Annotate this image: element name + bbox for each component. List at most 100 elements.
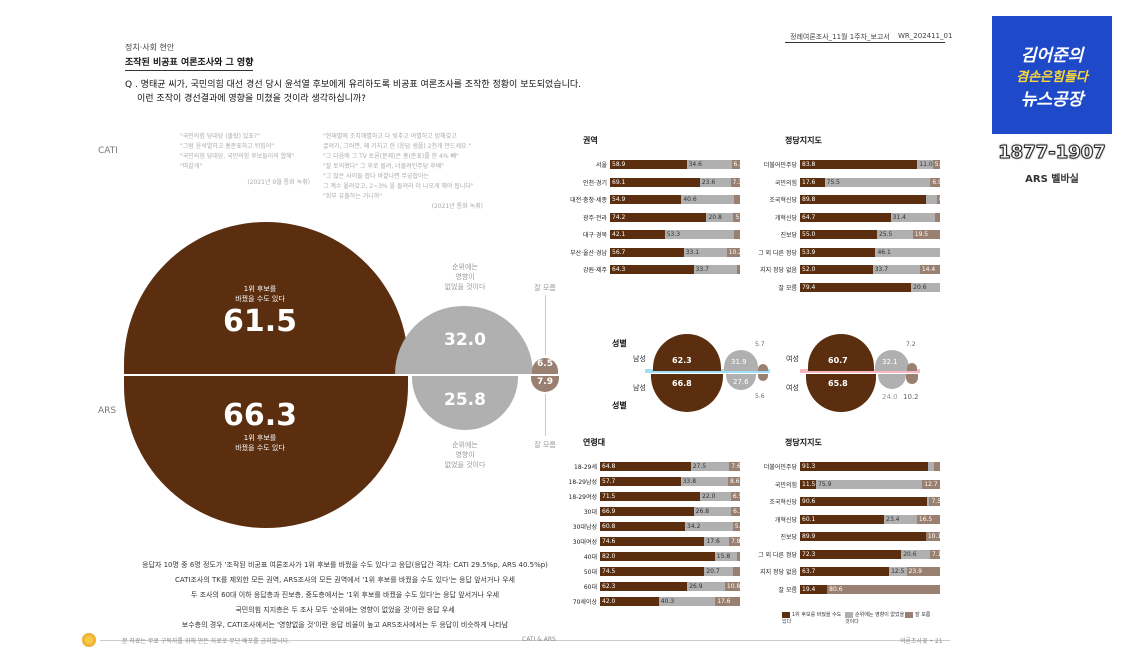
bar-segment: [734, 230, 740, 239]
quote-left-line: "국민의힘 당대당, 국민의힘 후보들이의 합해": [180, 153, 295, 160]
bar-row: 60대 62.3 26.9 10.8: [555, 582, 740, 591]
bar-segment: 60.1: [800, 514, 885, 524]
bar-category-label: 광주·전라: [583, 214, 607, 222]
male-cati-semicircle: [653, 334, 721, 371]
stacked-bar: 89.8 8.1: [800, 195, 940, 204]
stacked-bar: 72.3 20.6 7.1: [800, 549, 940, 559]
cati-mid-note: 순위에는 영향이 없었을 것이다: [425, 262, 505, 292]
quote-left: "국민의힘 당대당 (몰랐) 있죠?" "그럼 윤석열하고 홍준표하고 뒤집어"…: [180, 132, 310, 188]
stacked-bar: 19.4 80.6: [800, 584, 940, 594]
female-ars-small-value: 10.2: [903, 393, 919, 401]
bar-segment: 74.5: [600, 567, 705, 576]
female-ars-small: [906, 374, 918, 384]
stacked-bar: 69.123.67.3: [610, 177, 740, 187]
bar-segment: 7.5: [929, 497, 940, 506]
bar-segment: 20.6: [911, 282, 940, 292]
bar-segment: 19.5: [912, 230, 940, 239]
bar-segment: 58.9: [610, 160, 687, 169]
bar-row: 진보당 89.9 10.1: [745, 532, 940, 541]
male-divider-glow: [645, 369, 770, 373]
bar-row: 더불어민주당 91.3: [745, 462, 940, 471]
summary-line: 두 조사의 60대 이하 응답층과 진보층, 중도층에서는 '1위 후보를 바꿨…: [190, 591, 500, 599]
female-cati-mid: [875, 350, 909, 371]
bar-category-label: 조국혁신당: [769, 197, 797, 204]
female-cati-mid-value: 32.1: [882, 358, 898, 366]
bar-segment: 5.0: [733, 212, 740, 222]
header-rule: [785, 42, 945, 43]
legend-swatch: [845, 611, 853, 618]
stacked-bar: 64.3 33.7: [610, 265, 740, 274]
stacked-bar: 56.733.110.2: [610, 247, 740, 257]
stacked-bar: 91.3: [800, 462, 940, 471]
female-ars-mid-value: 24.0: [882, 393, 898, 401]
stacked-bar: 74.6 17.6 7.8: [600, 537, 740, 546]
bar-segment: 17.6: [715, 597, 740, 606]
bar-segment: 8.1: [937, 195, 940, 204]
footer-left: 본 자료는 무료 구독자를 위해 만든 자료로 무단 배포를 금지합니다.: [122, 638, 291, 645]
bar-category-label: 인천·경기: [583, 179, 607, 187]
bar-segment: 7.1: [930, 549, 940, 559]
bar-segment: 27.5: [690, 462, 730, 471]
legend-label: 잘 모름: [915, 612, 931, 618]
ars-main-caption: 바꿨을 수도 있다: [235, 444, 285, 452]
flower-icon: [82, 633, 96, 647]
question-line-1: Q . 명태균 씨가, 국민의힘 대선 경선 당시 윤석열 후보에게 유리하도록…: [125, 80, 582, 90]
bar-segment: 10.8: [724, 582, 740, 591]
summary-line: 국민의힘 지지층은 두 조사 모두 '순위에는 영향이 없었을 것'이란 응답 …: [235, 606, 455, 614]
stacked-bar: 55.0 25.5 19.5: [800, 230, 940, 239]
ars-main-value: 66.3: [222, 398, 298, 433]
legend-swatch: [782, 611, 790, 618]
bar-category-label: 더불어민주당: [763, 464, 797, 471]
bar-segment: [926, 497, 930, 506]
bar-segment: 40.3: [658, 597, 716, 606]
ars-mid-note: 순위에는 영향이 없었을 것이다: [425, 440, 505, 470]
bar-category-label: 진보당: [780, 232, 797, 239]
bar-category-label: 국민의힘: [774, 481, 797, 489]
bar-segment: 53.3: [664, 230, 734, 239]
bar-category-label: 18-29남성: [568, 479, 597, 486]
cati-mid-value: 32.0: [444, 330, 486, 350]
chart-title-party-ars: 정당지지도: [785, 438, 822, 447]
bar-row: 강원·제주 64.3 33.7: [555, 265, 740, 274]
summary-line: 보수층의 경우, CATI조사에서는 '영향없을 것'이란 응답 비율이 높고 …: [181, 621, 509, 629]
ars-label: ARS: [98, 406, 117, 416]
bar-category-label: 부산·울산·경남: [570, 249, 607, 257]
bar-segment: 10.2: [726, 247, 740, 257]
bar-category-label: 18-29여성: [568, 494, 597, 501]
male-ars-small: [758, 374, 768, 381]
bar-segment: [934, 212, 940, 222]
summary-line: 응답자 10명 중 6명 정도가 '조작된 비공표 여론조사가 1위 후보를 바…: [142, 561, 548, 569]
quote-left-line: "국민의힘 당대당 (몰랐) 있죠?": [180, 133, 260, 140]
bar-segment: 63.7: [800, 567, 890, 576]
bar-category-label: 지지 정당 없음: [760, 267, 797, 274]
bar-segment: 75.5: [824, 177, 931, 187]
bar-row: 국민의힘 17.6 75.5 6.9: [745, 177, 940, 187]
bar-row: 18-29세 64.8 27.5 7.6: [555, 462, 740, 471]
leader-line: [545, 295, 546, 355]
bar-category-label: 진보당: [780, 534, 797, 541]
doc-id: 정례여론조사_11월 1주차_보고서: [790, 33, 890, 41]
chart-title-age: 연령대: [583, 438, 606, 447]
ars-mid-value: 25.8: [444, 390, 486, 410]
stacked-bar: 83.811.05.2: [800, 160, 940, 169]
bar-segment: 64.8: [600, 462, 691, 471]
stacked-bar: 60.834.25.1: [600, 522, 741, 531]
quote-right-line: "그 많은 사이들 잡다 바깥나면 무궁잡아는: [323, 173, 430, 180]
bar-segment: 89.8: [800, 195, 926, 204]
stacked-bar: 64.7 31.4: [800, 212, 940, 222]
chart-title-party-cati: 정당지지도: [785, 136, 822, 145]
bar-segment: 74.2: [610, 212, 707, 222]
bar-row: 지지 정당 없음 52.0 33.7 14.4: [745, 265, 940, 274]
bar-segment: 8.6: [727, 477, 740, 486]
bar-segment: 5.1: [732, 522, 741, 531]
bar-segment: 33.7: [693, 265, 738, 274]
bar-segment: 64.3: [610, 265, 694, 274]
logo-line-2: 겸손은힘들다: [1016, 69, 1088, 85]
male-ars-mid: [726, 374, 756, 390]
bar-segment: 66.9: [600, 507, 694, 516]
